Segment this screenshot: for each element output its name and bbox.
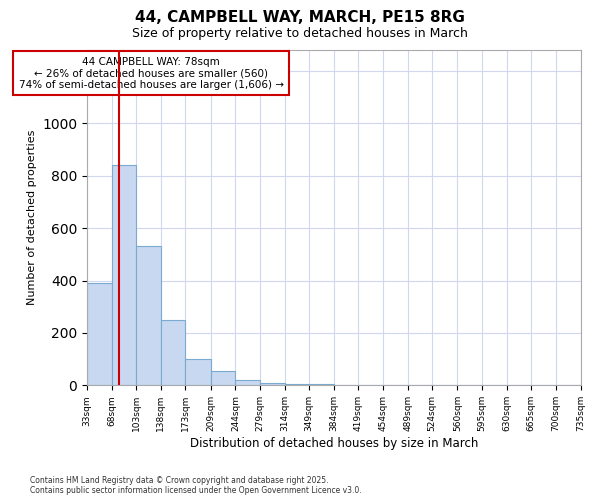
- Bar: [284, 384, 309, 386]
- Text: Contains HM Land Registry data © Crown copyright and database right 2025.
Contai: Contains HM Land Registry data © Crown c…: [30, 476, 362, 495]
- Bar: [161, 320, 185, 386]
- Bar: [136, 246, 161, 386]
- Text: 44 CAMPBELL WAY: 78sqm
← 26% of detached houses are smaller (560)
74% of semi-de: 44 CAMPBELL WAY: 78sqm ← 26% of detached…: [19, 56, 284, 90]
- Bar: [185, 359, 211, 386]
- X-axis label: Distribution of detached houses by size in March: Distribution of detached houses by size …: [190, 437, 478, 450]
- Bar: [112, 166, 136, 386]
- Bar: [309, 384, 334, 386]
- Text: 44, CAMPBELL WAY, MARCH, PE15 8RG: 44, CAMPBELL WAY, MARCH, PE15 8RG: [135, 10, 465, 25]
- Bar: [211, 371, 235, 386]
- Bar: [87, 283, 112, 386]
- Y-axis label: Number of detached properties: Number of detached properties: [26, 130, 37, 306]
- Bar: [235, 380, 260, 386]
- Bar: [260, 382, 284, 386]
- Bar: [334, 385, 358, 386]
- Text: Size of property relative to detached houses in March: Size of property relative to detached ho…: [132, 28, 468, 40]
